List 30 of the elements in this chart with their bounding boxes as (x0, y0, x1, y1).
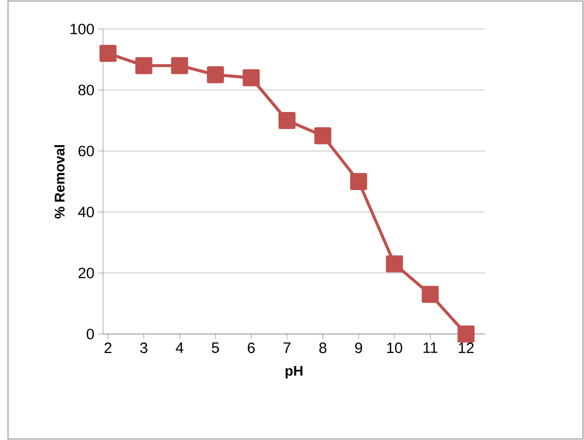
x-axis-title: pH (286, 366, 302, 379)
x-tick-label: 9 (355, 342, 362, 354)
x-tick-label: 8 (319, 342, 326, 354)
x-tick-label: 10 (387, 342, 402, 354)
point (135, 57, 152, 74)
y-tick-label: 20 (78, 268, 94, 278)
y-tick-label: 40 (78, 206, 94, 218)
y-tick-label: 100 (70, 24, 94, 34)
point (458, 326, 475, 342)
y-tick-label: 60 (78, 146, 94, 156)
point (314, 127, 332, 144)
y-axis-title: % Removal (54, 145, 65, 218)
x-tick-label: 12 (458, 342, 474, 353)
x-tick-label: 4 (176, 342, 184, 353)
y-tick-label: 80 (78, 84, 94, 96)
x-tick-label: 11 (424, 342, 438, 353)
x-tick-label: 6 (248, 342, 255, 354)
y-tick-label: 0 (86, 328, 94, 340)
point (278, 112, 296, 129)
point (100, 44, 117, 62)
x-tick-label: 2 (104, 342, 112, 353)
point (422, 286, 439, 303)
point (206, 66, 224, 84)
point (386, 255, 403, 272)
point (242, 69, 260, 86)
point (171, 57, 188, 74)
point (350, 172, 368, 190)
x-tick-label: 7 (284, 342, 290, 353)
x-tick-label: 3 (140, 342, 148, 354)
x-tick-label: 5 (212, 342, 219, 353)
